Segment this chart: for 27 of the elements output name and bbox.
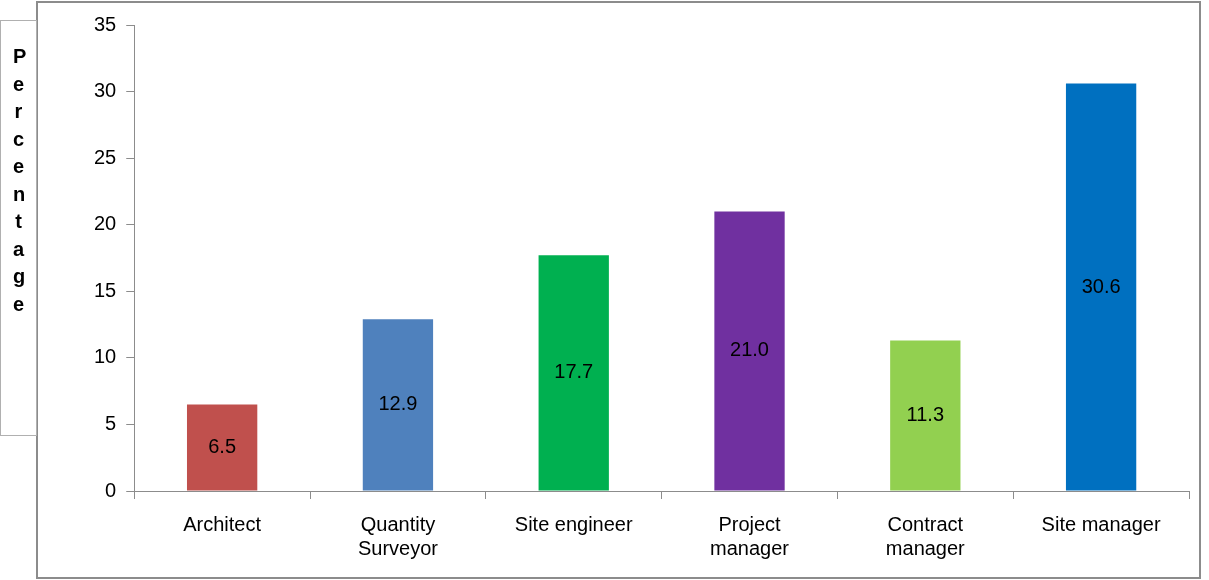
y-tick-label: 35 [94, 12, 117, 35]
y-tick-label: 20 [94, 212, 117, 235]
data-label: 11.3 [906, 403, 945, 426]
y-tick-label: 0 [105, 478, 117, 501]
bar [1065, 83, 1137, 491]
y-tick-label: 15 [94, 278, 117, 301]
data-label: 6.5 [208, 434, 237, 457]
y-tick-label: 5 [105, 411, 117, 434]
data-label: 17.7 [554, 360, 594, 383]
x-tick-label: Site engineer [514, 512, 633, 535]
x-tick-label: Project manager [710, 512, 790, 559]
y-tick-label: 30 [94, 79, 117, 102]
data-label: 30.6 [1081, 274, 1121, 297]
bar [714, 211, 785, 491]
bar [362, 319, 434, 491]
bar [890, 340, 961, 491]
x-tick-label: Quantity Surveyor [357, 512, 439, 559]
bar [538, 255, 609, 491]
x-tick-label: Contract manager [885, 512, 966, 559]
data-label: 12.9 [378, 392, 418, 415]
bar [186, 404, 258, 491]
text: Percentage [12, 45, 27, 315]
y-tick-label: 25 [94, 145, 117, 168]
x-tick-label: Site manager [1041, 512, 1161, 535]
data-label: 21.0 [730, 338, 769, 361]
y-tick-label: 10 [94, 345, 117, 368]
x-tick-label: Architect [183, 512, 262, 535]
